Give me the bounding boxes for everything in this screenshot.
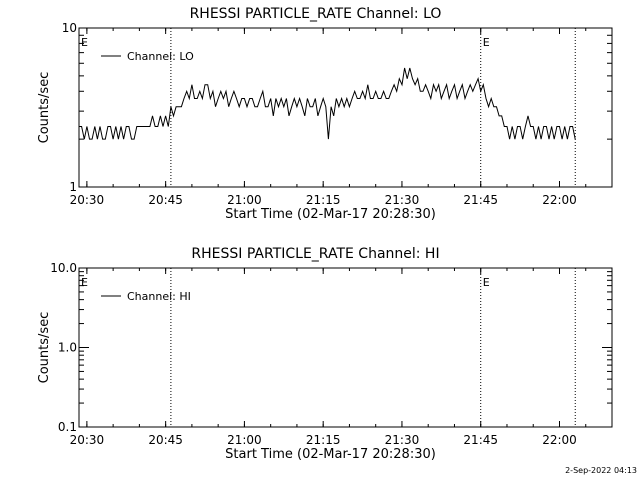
chart-title: RHESSI PARTICLE_RATE Channel: HI [191, 246, 439, 262]
chart-panel-2: RHESSI PARTICLE_RATE Channel: HI E E 20:30 2… [37, 246, 613, 462]
y-tick-label: 10.0 [50, 261, 77, 275]
event-marker-label: E [483, 276, 490, 289]
x-tick-label: 21:45 [463, 433, 498, 447]
x-tick-label: 20:30 [70, 193, 105, 207]
y-tick-label: 0.1 [58, 420, 77, 434]
x-tick-label: 20:30 [70, 433, 105, 447]
x-tick-label: 21:00 [227, 193, 262, 207]
y-tick-label: 10 [62, 21, 77, 35]
x-tick-label: 20:45 [148, 433, 183, 447]
start-marker-label: E [81, 276, 88, 289]
legend-entry: Channel: HI [127, 290, 191, 303]
y-tick-label: 1.0 [58, 341, 77, 355]
x-tick-label: 21:15 [306, 433, 341, 447]
series-line [79, 67, 576, 140]
plot-frame [78, 27, 613, 188]
y-tick-label: 1 [69, 180, 77, 194]
event-marker-label: E [483, 36, 490, 49]
x-axis-label: Start Time (02-Mar-17 20:28:30) [225, 207, 436, 222]
x-tick-label: 21:30 [385, 433, 420, 447]
x-tick-label: 20:45 [148, 193, 183, 207]
footer-timestamp: 2-Sep-2022 04:13 [565, 466, 637, 475]
x-axis-label: Start Time (02-Mar-17 20:28:30) [225, 447, 436, 462]
x-tick-label: 21:30 [385, 193, 420, 207]
chart-title: RHESSI PARTICLE_RATE Channel: LO [190, 6, 442, 22]
start-marker-label: E [81, 36, 88, 49]
x-tick-label: 21:45 [463, 193, 498, 207]
x-tick-label: 21:15 [306, 193, 341, 207]
x-tick-label: 22:00 [542, 193, 577, 207]
y-axis-label: Counts/sec [37, 312, 52, 384]
x-tick-label: 21:00 [227, 433, 262, 447]
chart-panel-1: RHESSI PARTICLE_RATE Channel: LO E E 20:30 2… [37, 6, 613, 222]
y-axis-label: Counts/sec [37, 72, 52, 144]
x-tick-label: 22:00 [542, 433, 577, 447]
legend-entry: Channel: LO [127, 50, 194, 63]
